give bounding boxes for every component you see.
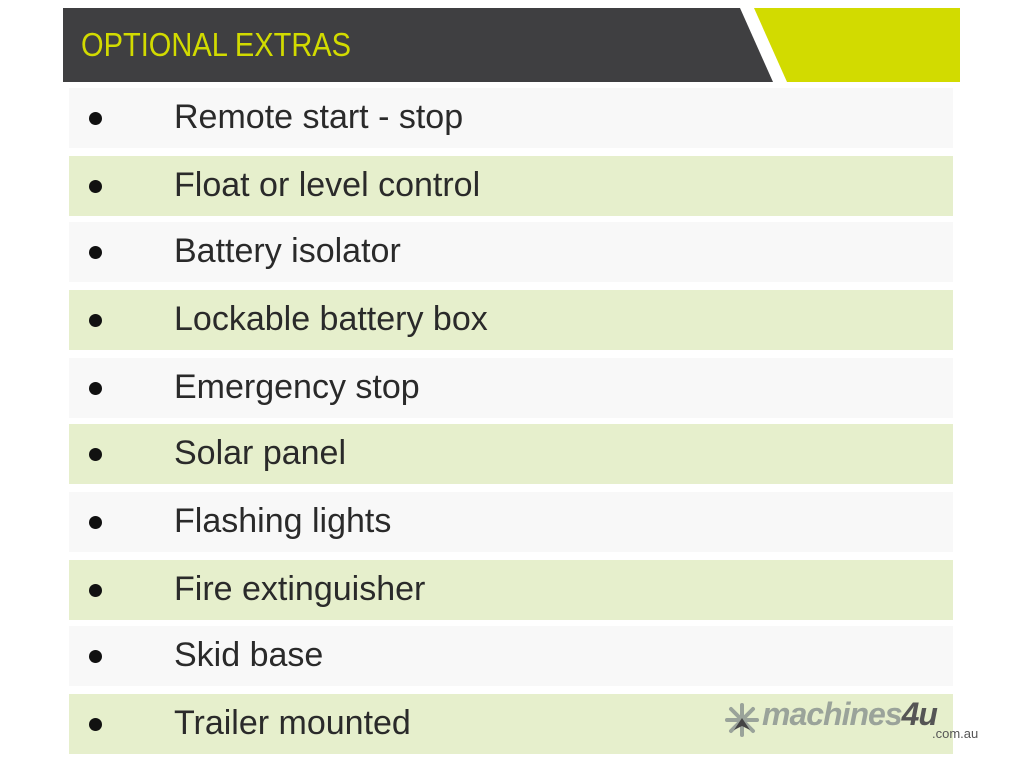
bullet-icon xyxy=(89,382,102,395)
bullet-icon xyxy=(89,584,102,597)
watermark-name: machines xyxy=(762,696,903,732)
list-item-label: Float or level control xyxy=(174,166,481,204)
list-item-label: Remote start - stop xyxy=(174,98,464,136)
bullet-icon xyxy=(89,112,102,125)
watermark-domain: .com.au xyxy=(932,726,979,741)
list-item: Emergency stop xyxy=(69,358,953,418)
list-item: Skid base xyxy=(69,626,953,686)
snowflake-arrow-icon xyxy=(725,703,759,737)
list-item: Remote start - stop xyxy=(69,88,953,148)
list-item: Solar panel xyxy=(69,424,953,484)
list-item: Fire extinguisher xyxy=(69,560,953,620)
bullet-icon xyxy=(89,516,102,529)
section-title: OPTIONAL EXTRAS xyxy=(81,26,352,63)
list-item: Trailer mounted xyxy=(69,694,953,754)
list-item-label: Lockable battery box xyxy=(174,300,488,338)
list-item-label: Battery isolator xyxy=(174,232,401,270)
list-item-label: Solar panel xyxy=(174,434,347,472)
list-item-label: Emergency stop xyxy=(174,368,420,406)
list-item-label: Flashing lights xyxy=(174,502,392,540)
watermark-suffix: 4u xyxy=(901,696,938,732)
list-item-label: Skid base xyxy=(174,636,324,674)
list-item: Flashing lights xyxy=(69,492,953,552)
list-item-label: Trailer mounted xyxy=(174,704,411,742)
bullet-icon xyxy=(89,314,102,327)
bullet-icon xyxy=(89,718,102,731)
watermark-logo: machines4u .com.au xyxy=(724,696,988,744)
section-header: OPTIONAL EXTRAS xyxy=(63,8,960,82)
list-item: Float or level control xyxy=(69,156,953,216)
list-item: Lockable battery box xyxy=(69,290,953,350)
list-item: Battery isolator xyxy=(69,222,953,282)
bullet-icon xyxy=(89,180,102,193)
header-banner-shape xyxy=(63,8,960,82)
bullet-icon xyxy=(89,246,102,259)
list-item-label: Fire extinguisher xyxy=(174,570,426,608)
bullet-icon xyxy=(89,650,102,663)
bullet-icon xyxy=(89,448,102,461)
